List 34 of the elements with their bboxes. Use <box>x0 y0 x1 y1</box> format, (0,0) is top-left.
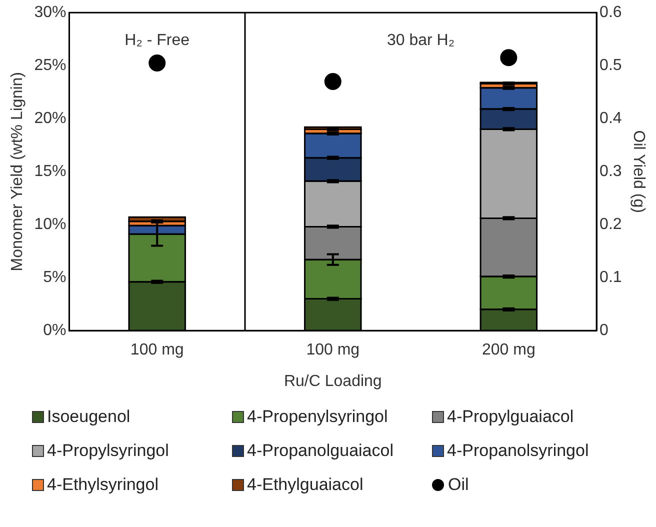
y-tick-label: 5% <box>43 269 66 286</box>
legend-label: 4-Propylsyringol <box>47 441 169 461</box>
x-tick-label: 200 mg <box>482 342 536 359</box>
legend-label: Isoeugenol <box>47 407 130 427</box>
x-tick-label: 100 mg <box>306 342 360 359</box>
legend-label: 4-Ethylguaiacol <box>247 475 364 495</box>
point <box>500 49 518 66</box>
x-axis-title: Ru/C Loading <box>284 372 382 390</box>
y2-tick-label: 0 <box>600 322 609 340</box>
legend-label: 4-Propanolguaiacol <box>247 441 394 461</box>
y2-tick-label: 0.1 <box>600 269 622 286</box>
y-tick-label: 25% <box>34 57 66 74</box>
y2-tick-label: 0.4 <box>600 110 622 128</box>
point <box>324 73 342 90</box>
y2-axis-title: Oil Yield (g) <box>630 130 647 213</box>
legend-label: 4-Propanolsyringol <box>447 441 589 461</box>
legend-label: 4-Propenylsyringol <box>247 407 388 427</box>
point <box>148 54 166 72</box>
y2-tick-label: 0.2 <box>600 216 622 234</box>
annotation: 30 bar H₂ <box>386 32 455 50</box>
y-tick-label: 0% <box>43 322 66 340</box>
y-tick-label: 10% <box>34 216 66 234</box>
y-tick-label: 20% <box>34 110 66 128</box>
y2-tick-label: 0.6 <box>600 4 622 22</box>
y2-tick-label: 0.5 <box>600 57 622 74</box>
y-tick-label: 15% <box>34 163 66 180</box>
y-axis-title: Monomer Yield (wt% Lignin) <box>9 72 26 272</box>
x-tick-label: 100 mg <box>130 342 184 359</box>
legend-label: 4-Propylguaiacol <box>447 407 574 427</box>
legend-label: 4-Ethylsyringol <box>47 475 158 495</box>
legend-label: Oil <box>448 475 469 495</box>
annotation: H₂ - Free <box>124 32 190 50</box>
y-tick-label: 30% <box>34 4 66 22</box>
y2-tick-label: 0.3 <box>600 163 622 180</box>
